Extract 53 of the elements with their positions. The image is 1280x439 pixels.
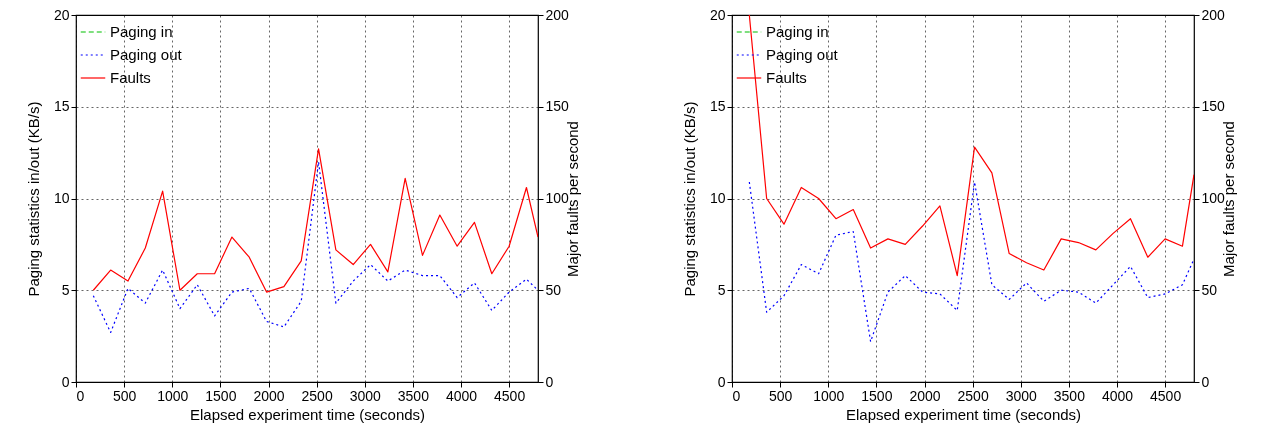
y-tick-label: 10: [53, 190, 70, 206]
y2-tick-label: 50: [545, 281, 562, 298]
y-tick-label: 15: [709, 98, 726, 115]
y2-tick-label: 50: [1201, 281, 1218, 298]
x-tick-label: 3500: [397, 387, 430, 404]
x-tick-label: 2000: [909, 387, 941, 404]
x-tick-label: 3000: [1005, 387, 1038, 404]
y-tick-label: 5: [717, 281, 726, 298]
x-tick-label: 4500: [1150, 387, 1182, 404]
y-axis-title: Paging statistics in/out (KB/s): [24, 101, 42, 297]
legend-label: Faults: [110, 69, 151, 86]
x-tick-label: 500: [768, 387, 793, 404]
y2-tick-label: 0: [545, 373, 554, 390]
x-tick-label: 4000: [1101, 387, 1134, 404]
x-tick-label: 3000: [349, 387, 382, 404]
x-tick-label: 4500: [494, 387, 526, 404]
x-tick-label: 2000: [253, 387, 285, 404]
line-series: [92, 148, 538, 293]
y-tick-label: 10: [709, 190, 726, 206]
x-tick-label: 3500: [1053, 387, 1086, 404]
x-tick-label: 1500: [205, 387, 237, 404]
x-tick-label: 1500: [861, 387, 893, 404]
y2-tick-label: 150: [545, 98, 570, 115]
x-tick-label: 2500: [301, 387, 333, 404]
x-tick-label: 0: [732, 387, 741, 404]
x-axis-title: Elapsed experiment time (seconds): [845, 405, 1082, 423]
y-tick-label: 0: [717, 373, 726, 390]
x-tick-label: 4000: [445, 387, 478, 404]
legend-label: Paging in: [766, 23, 829, 40]
y2-tick-label: 0: [1201, 373, 1210, 390]
y2-tick-label: 100: [1201, 190, 1226, 206]
y2-tick-label: 200: [1201, 6, 1226, 23]
y2-tick-label: 200: [545, 6, 570, 23]
legend-label: Faults: [766, 69, 807, 86]
y2-tick-label: 100: [545, 190, 570, 206]
line-series: [748, 181, 1194, 343]
y-tick-label: 20: [709, 6, 726, 23]
x-tick-label: 1000: [813, 387, 845, 404]
legend-label: Paging in: [110, 23, 173, 40]
legend-label: Paging out: [766, 46, 839, 63]
y-tick-label: 20: [53, 6, 70, 23]
x-tick-label: 500: [112, 387, 137, 404]
y2-tick-label: 150: [1201, 98, 1226, 115]
y-axis-title: Paging statistics in/out (KB/s): [680, 101, 698, 297]
y-tick-label: 5: [61, 281, 70, 298]
x-axis-title: Elapsed experiment time (seconds): [189, 405, 426, 423]
x-tick-label: 1000: [157, 387, 189, 404]
x-tick-label: 0: [76, 387, 85, 404]
y-tick-label: 0: [61, 373, 70, 390]
x-tick-label: 2500: [957, 387, 989, 404]
y-tick-label: 15: [53, 98, 70, 115]
legend-label: Paging out: [110, 46, 183, 63]
line-series: [92, 161, 538, 334]
